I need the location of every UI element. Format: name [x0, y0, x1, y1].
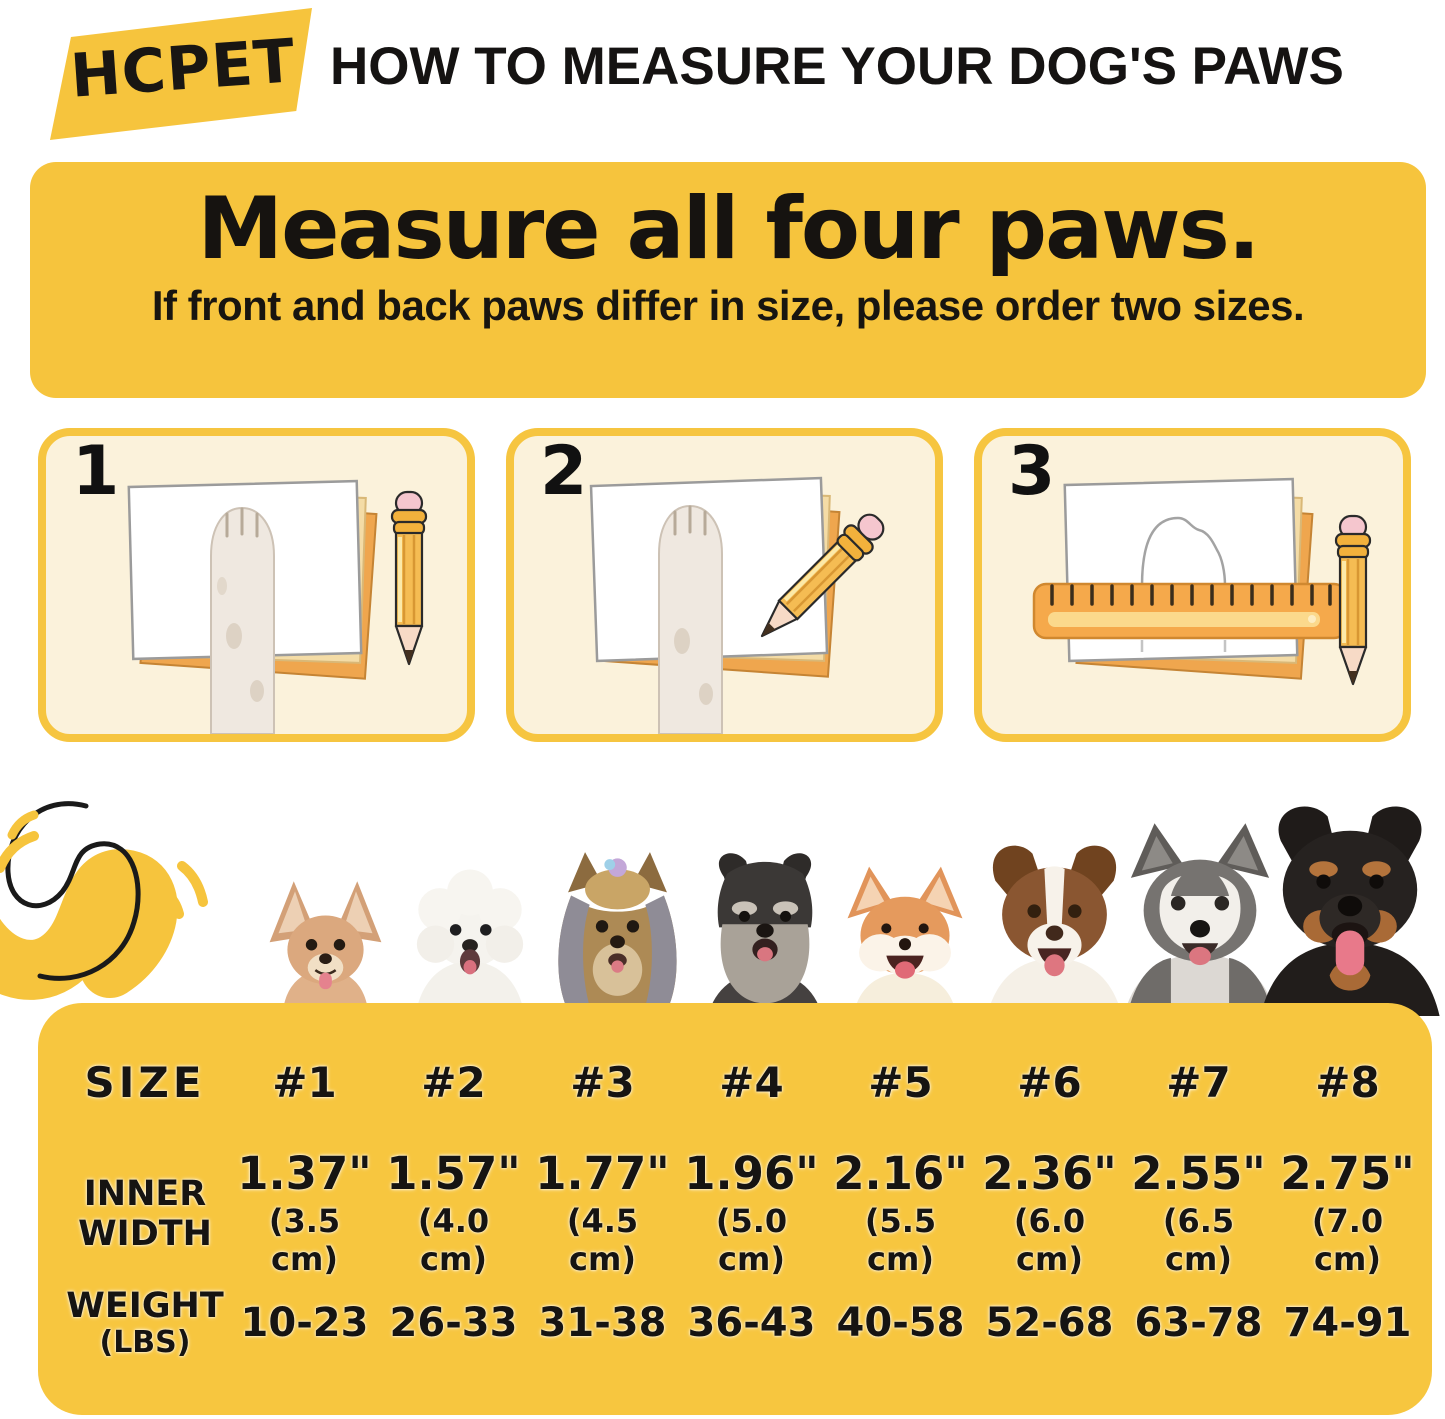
dog-paw-icon	[210, 506, 275, 734]
weight-value: 74-91	[1283, 1300, 1412, 1347]
pencil-icon	[760, 513, 885, 638]
squiggle-decoration-icon	[0, 801, 208, 1000]
weight-value: 40-58	[836, 1300, 965, 1347]
size-value: #2	[421, 1058, 486, 1107]
dog-photo-miniature-schnauzer	[708, 853, 822, 1016]
pencil-icon	[390, 490, 428, 666]
weight-value: 31-38	[538, 1300, 667, 1347]
measure-paw-width-with-ruler-illustration-icon	[1032, 477, 1372, 686]
weight-value: 36-43	[687, 1300, 816, 1347]
measure-banner: Measure all four paws. If front and back…	[30, 162, 1426, 398]
inner-width-cell: 2.16" (5.5 cm)	[833, 1147, 968, 1278]
inner-width-label-line2: WIDTH	[78, 1213, 212, 1254]
dog-photo-yorkshire-terrier	[558, 852, 677, 1016]
inner-width-row: INNER WIDTH 1.37" (3.5 cm) 1.57" (4.0 cm…	[60, 1151, 1422, 1278]
weight-label-line2: (LBS)	[99, 1325, 191, 1361]
size-value: #3	[570, 1058, 635, 1107]
ruler-icon	[1032, 582, 1348, 640]
dog-photo-rottweiler	[1260, 806, 1440, 1016]
weight-value: 63-78	[1134, 1300, 1263, 1347]
pencil-icon	[1334, 514, 1372, 686]
inner-width-cell: 1.77" (4.5 cm)	[535, 1147, 670, 1278]
inner-width-cell: 1.37" (3.5 cm)	[237, 1147, 372, 1278]
step-card-1: 1	[38, 428, 475, 742]
hcpet-logo: HCPET	[50, 8, 312, 140]
inner-width-cell: 2.55" (6.5 cm)	[1131, 1147, 1266, 1278]
size-value: #7	[1166, 1058, 1231, 1107]
size-value: #6	[1017, 1058, 1082, 1107]
inner-width-label-line1: INNER	[83, 1174, 207, 1215]
paw-outline-icon	[1140, 516, 1227, 652]
step-card-3: 3	[974, 428, 1411, 742]
inner-width-cell: 1.57" (4.0 cm)	[386, 1147, 521, 1278]
trace-paw-with-pencil-illustration-icon	[589, 476, 885, 734]
weight-value: 10-23	[240, 1300, 369, 1347]
weight-row-label: WEIGHT (LBS)	[60, 1286, 230, 1361]
step-card-2: 2	[506, 428, 943, 742]
dog-photo-bichon-frise	[415, 869, 525, 1016]
inner-width-cell: 2.36" (6.0 cm)	[982, 1147, 1117, 1278]
size-chart-panel: SIZE #1 #2 #3 #4 #5 #6 #7 #8 INNER WIDTH…	[38, 1003, 1432, 1415]
dog-photo-alaskan-malamute	[1123, 823, 1277, 1016]
weight-value: 52-68	[985, 1300, 1114, 1347]
inner-width-row-label: INNER WIDTH	[60, 1174, 230, 1254]
inner-width-cell: 2.75" (7.0 cm)	[1280, 1147, 1415, 1278]
size-row-label: SIZE	[84, 1058, 206, 1107]
dog-photo-australian-shepherd	[986, 845, 1123, 1016]
size-row: SIZE #1 #2 #3 #4 #5 #6 #7 #8	[60, 1058, 1422, 1107]
paw-on-paper-illustration-icon	[127, 479, 428, 734]
weight-value: 26-33	[389, 1300, 518, 1347]
step-number-2: 2	[540, 432, 588, 511]
size-value: #8	[1315, 1058, 1380, 1107]
size-value: #1	[272, 1058, 337, 1107]
inner-width-cell: 1.96" (5.0 cm)	[684, 1147, 819, 1278]
banner-subheading: If front and back paws differ in size, p…	[151, 282, 1305, 330]
weight-label-line1: WEIGHT	[66, 1286, 224, 1326]
dog-paw-icon	[658, 504, 723, 734]
weight-row: WEIGHT (LBS) 10-23 26-33 31-38 36-43 40-…	[60, 1286, 1422, 1361]
step-number-1: 1	[72, 432, 120, 511]
banner-heading: Measure all four paws.	[197, 179, 1261, 279]
dog-photo-chihuahua	[269, 881, 382, 1016]
size-value: #4	[719, 1058, 784, 1107]
size-value: #5	[868, 1058, 933, 1107]
page-title: HOW TO MEASURE YOUR DOG'S PAWS	[330, 37, 1344, 96]
paper-stack-icon	[1063, 477, 1314, 680]
dog-photo-shiba-inu	[847, 866, 963, 1016]
step-number-3: 3	[1008, 432, 1056, 511]
